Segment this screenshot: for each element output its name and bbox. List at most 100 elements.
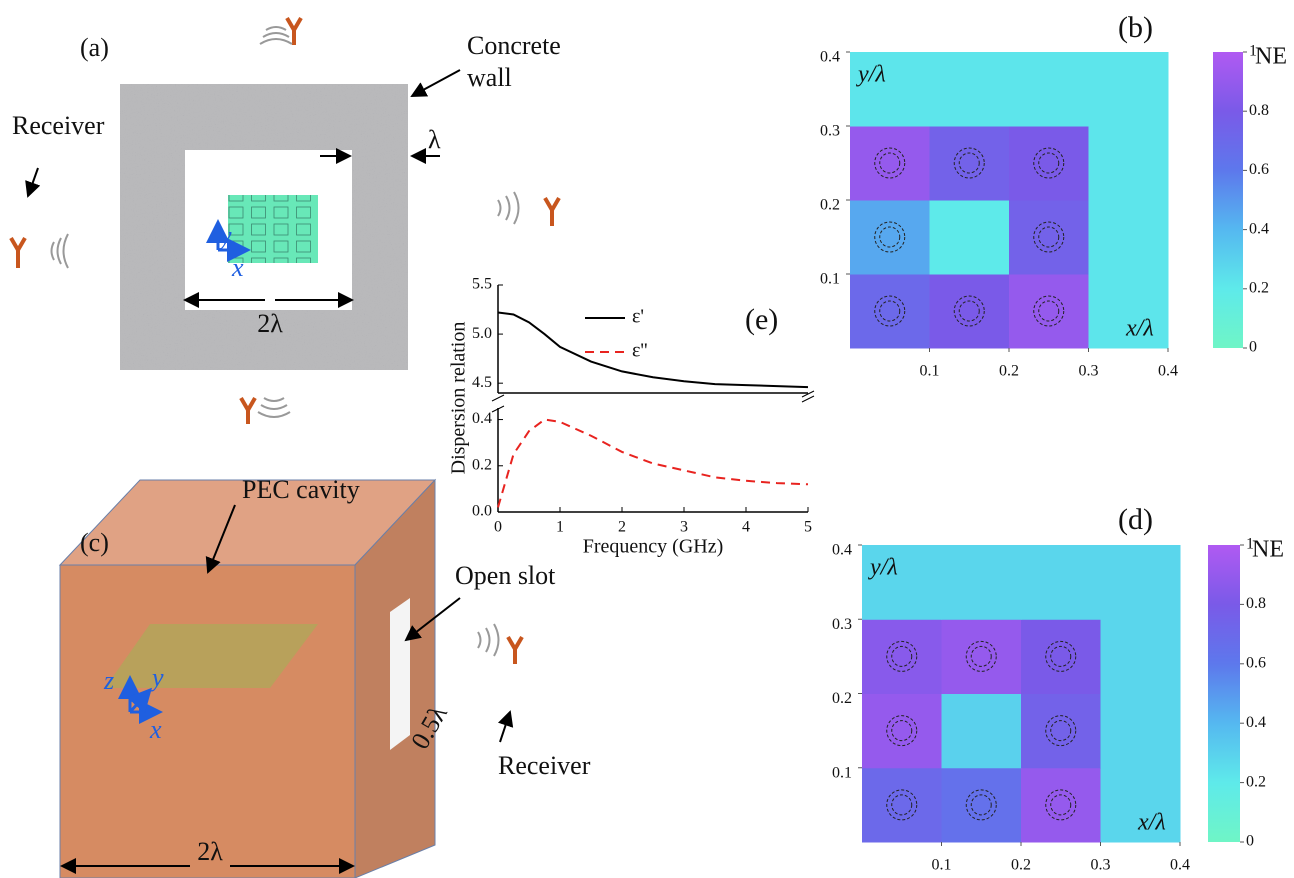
heat-cell — [1088, 52, 1169, 127]
heat-cell — [1021, 545, 1101, 620]
line-series — [497, 311, 809, 389]
heat-cell — [1021, 767, 1101, 843]
axis-label: y — [149, 663, 164, 692]
heat-cell — [1100, 545, 1181, 620]
colorbar — [1208, 545, 1240, 842]
particle — [965, 789, 997, 821]
axis-arrow — [126, 687, 153, 714]
colorbar-label: NE — [1255, 44, 1287, 70]
colorbar-tick-label: 0.6 — [1246, 654, 1266, 671]
y-tick-label: 0.4 — [832, 542, 852, 559]
charts: (e) Frequency (GHz) Dispersion relation 0 1 2… — [448, 11, 1287, 874]
particle — [953, 147, 985, 179]
x-axis-label: x/λ — [1125, 316, 1154, 342]
heat-cell — [941, 693, 1022, 769]
axis-break — [491, 390, 815, 413]
label: Open slot — [455, 561, 556, 590]
colorbar-tick-label: 1 — [1249, 43, 1257, 60]
particle — [1038, 152, 1060, 174]
heat-cell — [850, 200, 930, 275]
arrow — [205, 504, 236, 574]
x-tick-label: 0.2 — [1011, 857, 1031, 874]
colorbar-tick-label: 0.2 — [1249, 279, 1269, 296]
x-tick-label: 0.1 — [920, 363, 940, 380]
label: PEC cavity — [242, 475, 360, 504]
heat-cell — [850, 126, 930, 201]
particle — [965, 640, 997, 672]
y-tick-label: 4.5 — [472, 374, 492, 391]
label: Receiver — [498, 751, 591, 780]
y-axis-label: Dispersion relation — [448, 322, 470, 475]
particle — [874, 295, 906, 327]
particle — [874, 221, 906, 253]
antennas — [9, 16, 561, 664]
particle — [1045, 715, 1077, 747]
x-tick-label: 5 — [804, 519, 812, 536]
cube-front — [59, 564, 356, 878]
heat-cell — [941, 619, 1022, 694]
particle — [1045, 640, 1077, 672]
x-tick-label: 2 — [618, 519, 626, 536]
panel-label: (e) — [745, 303, 778, 336]
heat-cell — [1088, 126, 1169, 201]
y-tick-label: 0.4 — [472, 410, 492, 427]
heat-cell — [1009, 274, 1089, 349]
y-axis-label: y/λ — [856, 62, 886, 88]
colorbar-tick-label: 0 — [1246, 833, 1254, 850]
panel-label: (b) — [1118, 11, 1153, 44]
y-tick-label: 0.2 — [832, 690, 852, 707]
particle — [886, 640, 918, 672]
heat-cell — [1088, 274, 1169, 349]
y-tick-label: 5.5 — [472, 276, 492, 293]
colorbar-label: NE — [1252, 537, 1284, 563]
metasurface — [105, 624, 318, 688]
x-axis-label: x/λ — [1137, 810, 1166, 836]
legend-label: ε'' — [632, 340, 648, 362]
antenna — [506, 635, 524, 664]
particle — [886, 715, 918, 747]
label: 2λ — [257, 309, 283, 338]
heat-cell — [862, 619, 942, 694]
particle — [891, 720, 913, 742]
panel-a: (a) Concrete wall λ Receiver y x 2λ — [12, 31, 561, 370]
particle — [879, 152, 901, 174]
axis-label: z — [103, 666, 114, 695]
heat-cell — [862, 693, 942, 769]
colorbar-tick-label: 1 — [1246, 536, 1254, 553]
heat-cell — [941, 767, 1022, 843]
x-tick-label: 0.2 — [999, 363, 1019, 380]
panel-label: (a) — [80, 33, 109, 62]
heat-cell — [1009, 126, 1089, 201]
heat-cell — [862, 545, 942, 620]
y-tick-label: 0.3 — [820, 123, 840, 140]
panel-c: (c) PEC cavity Open slot 0.5λ Receiver z… — [58, 475, 591, 878]
heat-cell — [1009, 200, 1089, 275]
y-tick-label: 5.0 — [472, 325, 492, 342]
heat-cell — [929, 200, 1010, 275]
particle — [891, 645, 913, 667]
colorbar-tick-label: 0 — [1249, 339, 1257, 356]
particle — [886, 789, 918, 821]
antenna — [9, 236, 27, 268]
particle — [1033, 221, 1065, 253]
particle — [1038, 300, 1060, 322]
line-series — [497, 418, 809, 508]
heat-cell — [929, 52, 1010, 127]
particle — [1033, 147, 1065, 179]
y-tick-label: 0.0 — [472, 503, 492, 520]
panel-label: (d) — [1118, 503, 1153, 536]
y-tick-label: 0.1 — [820, 271, 840, 288]
colorbar-tick-label: 0.8 — [1246, 595, 1266, 612]
heat-cell — [1021, 693, 1101, 769]
heat-cell — [1100, 693, 1181, 769]
particle — [879, 226, 901, 248]
x-tick-label: 0.1 — [932, 857, 952, 874]
colorbar-tick-label: 0.4 — [1249, 220, 1269, 237]
particle — [1033, 295, 1065, 327]
heat-cell — [1009, 52, 1089, 127]
antenna — [239, 396, 257, 424]
axis-label: y — [217, 221, 232, 250]
axis-label: x — [231, 253, 244, 282]
panel-label: (c) — [80, 528, 109, 557]
colorbar — [1213, 52, 1243, 348]
